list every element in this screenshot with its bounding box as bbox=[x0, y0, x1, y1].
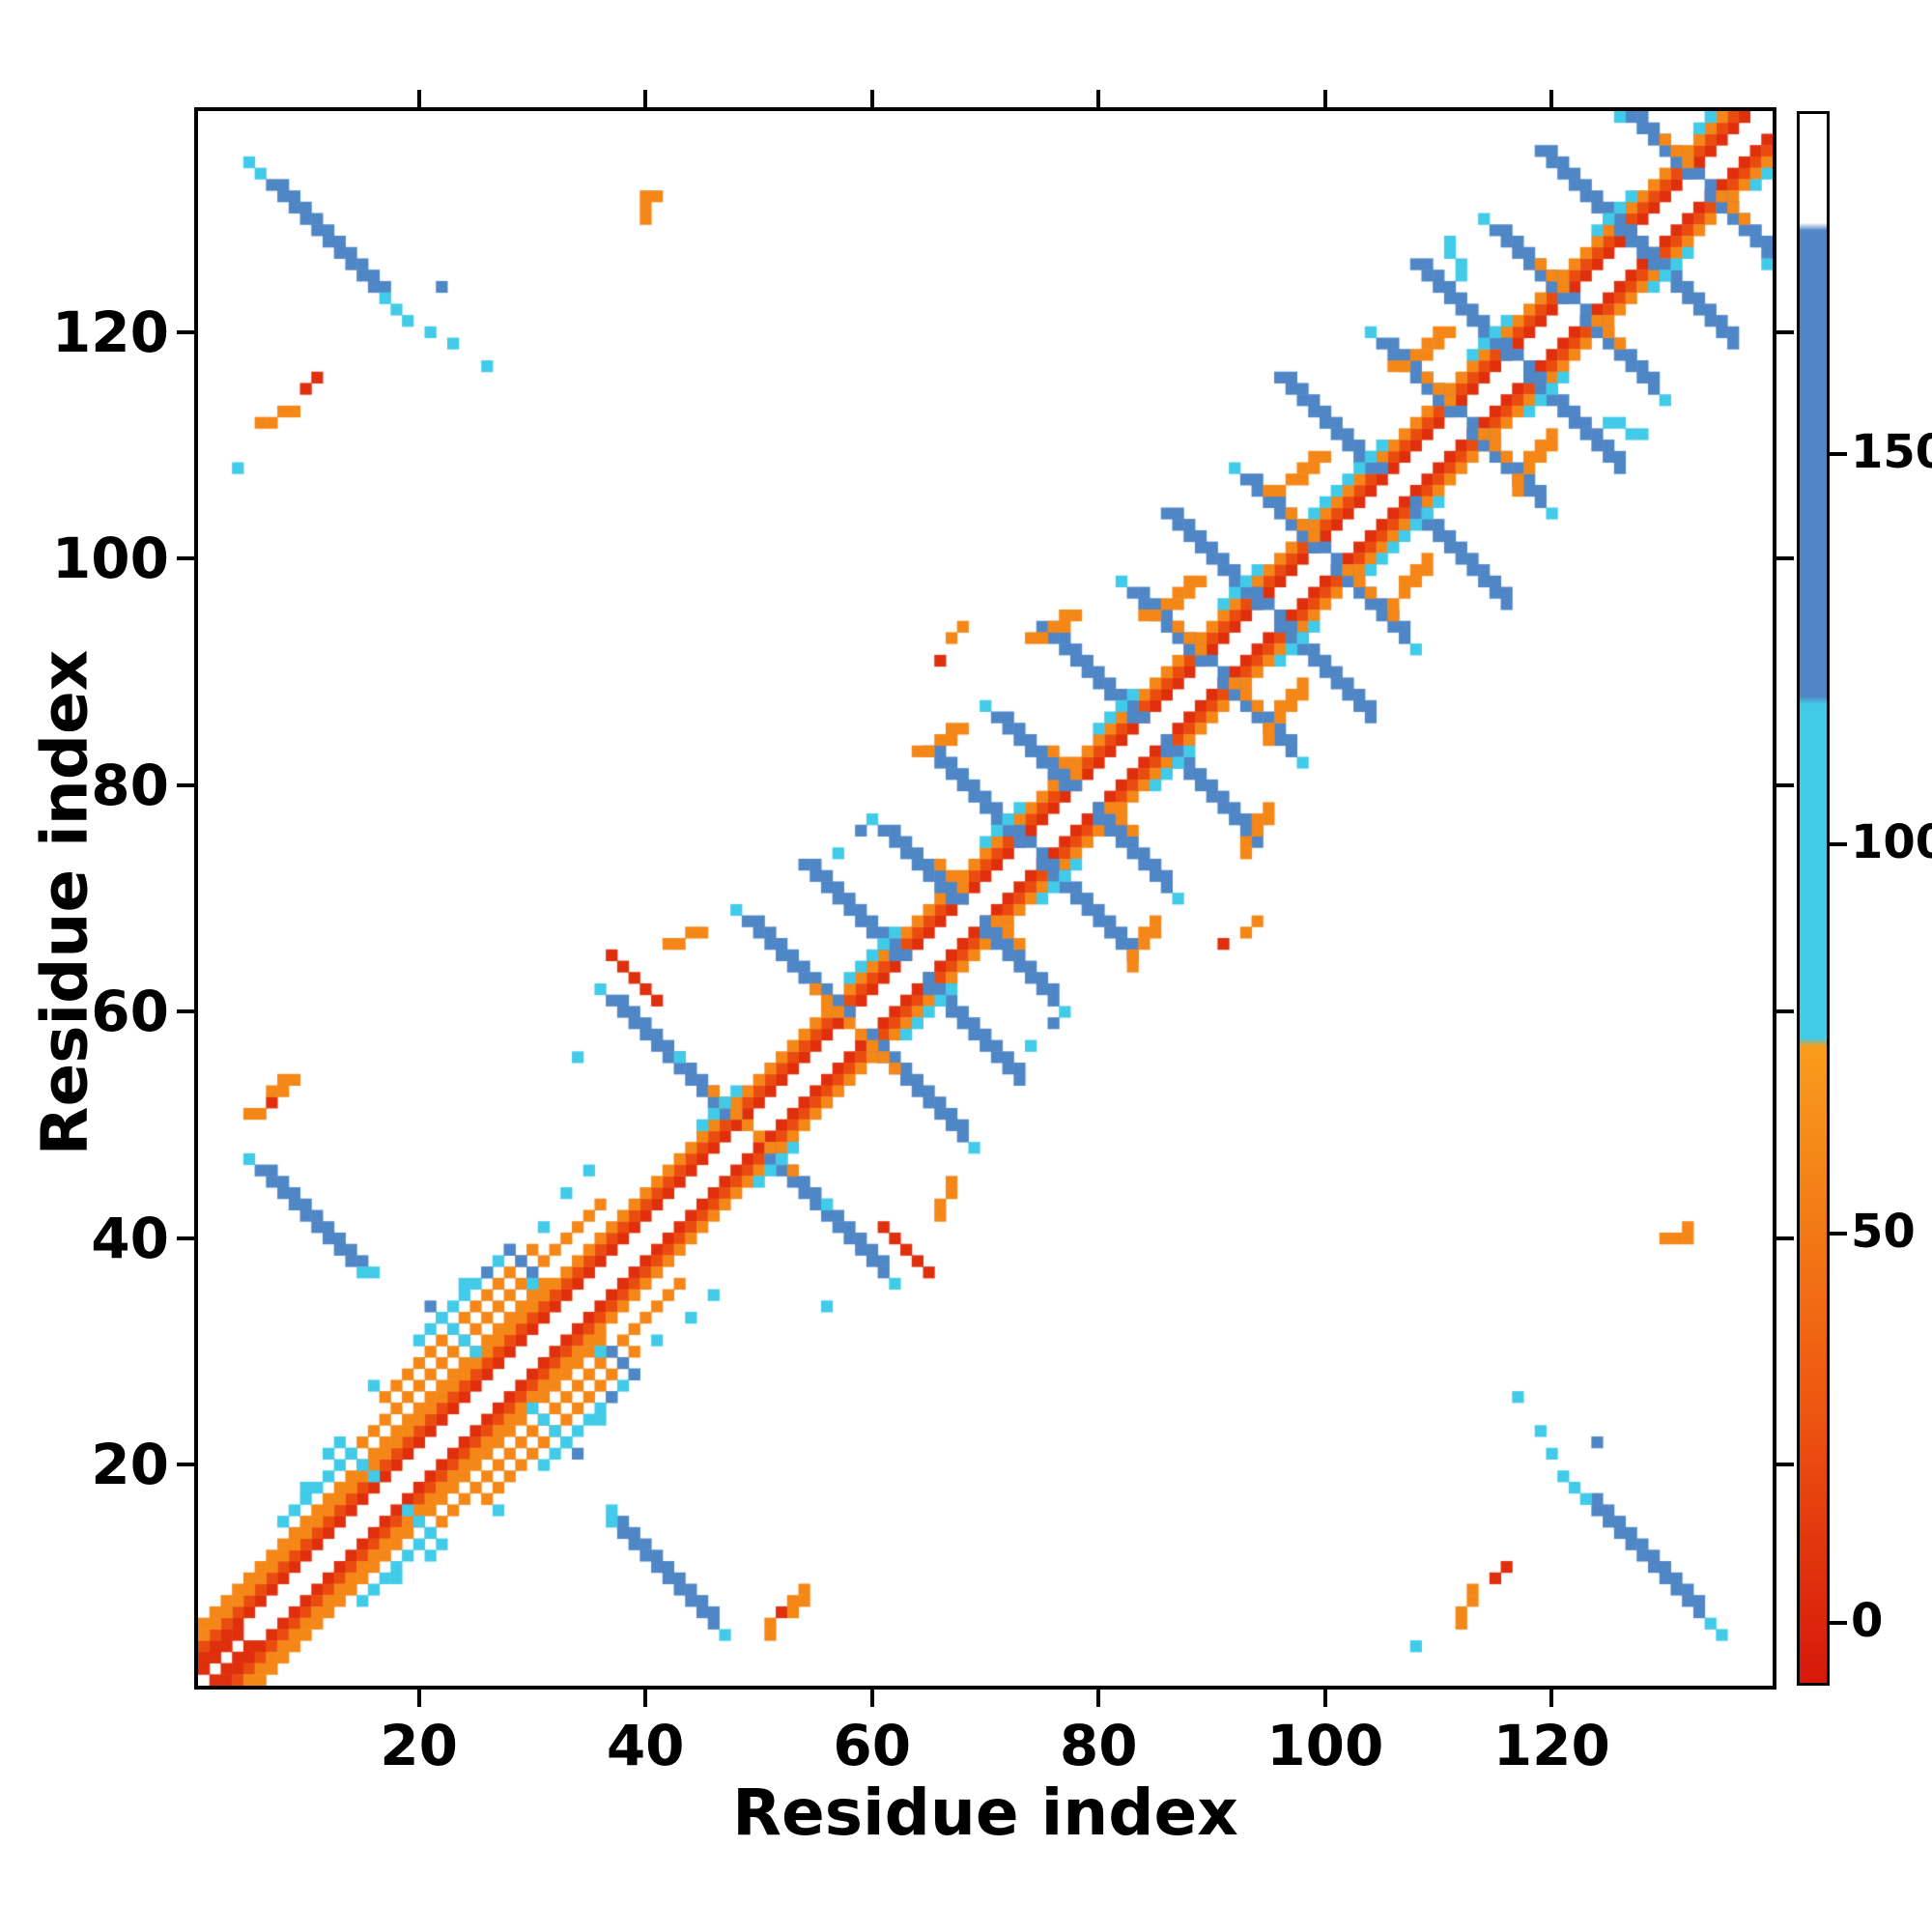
colorbar-tick-label: 100 bbox=[1851, 814, 1932, 869]
y-tick-mark bbox=[177, 1463, 194, 1467]
x-tick-label: 80 bbox=[1059, 1713, 1138, 1778]
x-tick-label: 100 bbox=[1266, 1713, 1384, 1778]
x-tick-mark bbox=[416, 1690, 421, 1707]
heatmap-canvas bbox=[198, 111, 1773, 1686]
colorbar-tick-mark bbox=[1830, 1231, 1847, 1236]
x-tick-mark-top bbox=[1549, 90, 1554, 107]
x-tick-mark bbox=[1096, 1690, 1101, 1707]
x-tick-label: 120 bbox=[1492, 1713, 1610, 1778]
y-tick-mark-right bbox=[1776, 329, 1794, 334]
colorbar-tick-mark bbox=[1830, 452, 1847, 457]
x-axis-label: Residue index bbox=[732, 1776, 1238, 1850]
y-tick-mark bbox=[177, 782, 194, 787]
y-tick-mark bbox=[177, 1009, 194, 1014]
x-tick-mark bbox=[1549, 1690, 1554, 1707]
y-tick-mark-right bbox=[1776, 1009, 1794, 1014]
plot-area bbox=[194, 107, 1776, 1690]
y-tick-mark-right bbox=[1776, 1463, 1794, 1467]
y-tick-mark bbox=[177, 329, 194, 334]
colorbar bbox=[1797, 111, 1830, 1686]
y-tick-mark-right bbox=[1776, 556, 1794, 561]
y-tick-mark bbox=[177, 1236, 194, 1240]
x-tick-label: 20 bbox=[380, 1713, 459, 1778]
y-tick-mark-right bbox=[1776, 1236, 1794, 1240]
y-tick-label: 120 bbox=[51, 298, 169, 365]
colorbar-tick-mark bbox=[1830, 1621, 1847, 1626]
colorbar-tick-label: 50 bbox=[1851, 1204, 1916, 1259]
colorbar-tick-mark bbox=[1830, 841, 1847, 846]
y-tick-label: 60 bbox=[91, 979, 169, 1045]
y-tick-mark bbox=[177, 556, 194, 561]
x-tick-mark bbox=[869, 1690, 874, 1707]
y-tick-label: 40 bbox=[91, 1205, 169, 1271]
x-tick-mark-top bbox=[1322, 90, 1327, 107]
x-tick-mark-top bbox=[643, 90, 648, 107]
y-tick-label: 100 bbox=[51, 526, 169, 592]
y-tick-label: 80 bbox=[91, 752, 169, 818]
x-tick-mark-top bbox=[416, 90, 421, 107]
x-tick-mark-top bbox=[1096, 90, 1101, 107]
y-tick-label: 20 bbox=[91, 1432, 169, 1498]
x-tick-mark bbox=[643, 1690, 648, 1707]
x-tick-label: 60 bbox=[833, 1713, 912, 1778]
x-tick-mark-top bbox=[869, 90, 874, 107]
colorbar-tick-label: 150 bbox=[1851, 425, 1932, 480]
colorbar-tick-label: 0 bbox=[1851, 1594, 1884, 1649]
y-tick-mark-right bbox=[1776, 782, 1794, 787]
x-tick-label: 40 bbox=[606, 1713, 685, 1778]
x-tick-mark bbox=[1322, 1690, 1327, 1707]
